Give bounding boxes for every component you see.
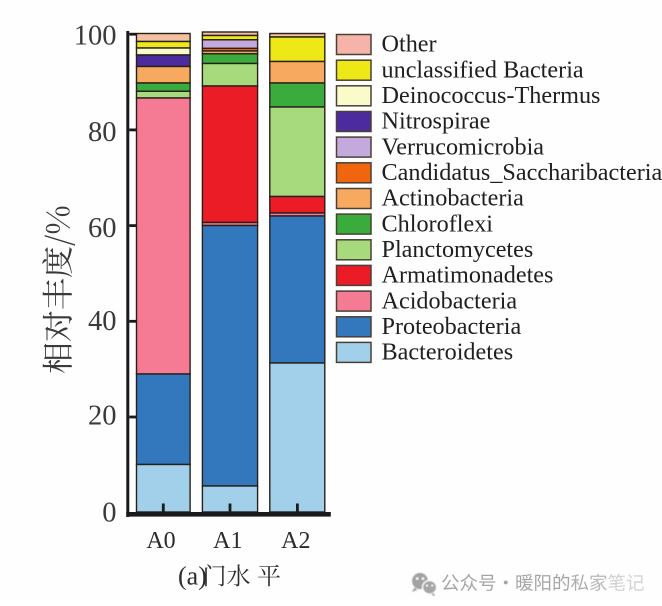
- svg-text:40: 40: [88, 306, 117, 337]
- svg-text:0: 0: [102, 497, 116, 528]
- svg-text:A1: A1: [213, 528, 242, 554]
- svg-text:Chloroflexi: Chloroflexi: [382, 210, 494, 237]
- svg-text:Nitrospirae: Nitrospirae: [382, 108, 491, 135]
- svg-text:Planctomycetes: Planctomycetes: [382, 236, 534, 263]
- svg-text:Candidatus_Saccharibacteria: Candidatus_Saccharibacteria: [382, 159, 662, 186]
- svg-text:Actinobacteria: Actinobacteria: [382, 185, 525, 212]
- svg-text:Verrucomicrobia: Verrucomicrobia: [382, 133, 545, 160]
- svg-text:(a): (a): [178, 562, 207, 591]
- svg-text:Other: Other: [382, 31, 437, 58]
- svg-text:A0: A0: [146, 528, 175, 554]
- svg-text:unclassified Bacteria: unclassified Bacteria: [382, 56, 584, 83]
- svg-text:Acidobacteria: Acidobacteria: [382, 287, 518, 314]
- svg-text:Bacteroidetes: Bacteroidetes: [382, 339, 514, 366]
- svg-text:20: 20: [88, 400, 117, 431]
- svg-text:80: 80: [88, 117, 117, 148]
- svg-text:100: 100: [74, 20, 117, 51]
- svg-text:Proteobacteria: Proteobacteria: [382, 313, 522, 340]
- svg-text:Armatimonadetes: Armatimonadetes: [382, 262, 554, 289]
- svg-text:A2: A2: [281, 528, 310, 554]
- svg-text:60: 60: [88, 213, 117, 244]
- svg-text:Deinococcus-Thermus: Deinococcus-Thermus: [382, 82, 601, 109]
